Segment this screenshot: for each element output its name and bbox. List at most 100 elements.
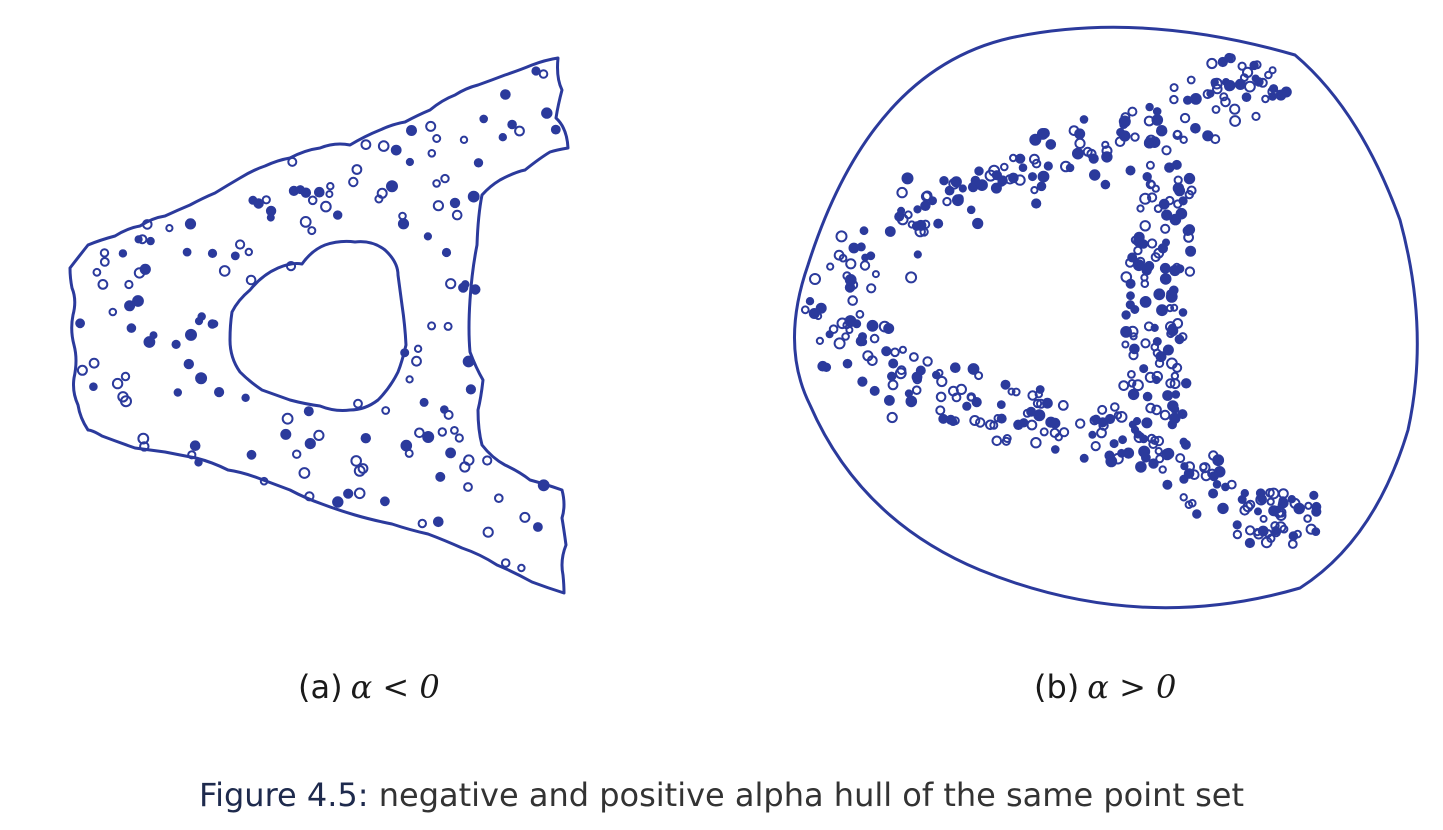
point-dot [417, 518, 427, 529]
point-dot [1088, 153, 1099, 164]
point-dot [962, 401, 972, 411]
point-dot [936, 375, 948, 388]
point-dot [1172, 262, 1182, 272]
point-dot [1220, 96, 1231, 108]
point-dot [1160, 223, 1171, 234]
point-dot [1208, 471, 1219, 482]
point-dot [817, 360, 828, 372]
point-dot [494, 493, 504, 504]
point-dot [1121, 340, 1130, 349]
point-dot [165, 224, 174, 233]
point-dot [281, 412, 294, 425]
point-dot [920, 200, 931, 212]
point-dot [214, 387, 225, 398]
point-dot [1242, 501, 1254, 513]
point-dot [1096, 427, 1107, 439]
point-dot [1169, 94, 1179, 105]
point-dot [1183, 95, 1193, 105]
point-set-b [800, 52, 1322, 549]
point-dot [1245, 525, 1256, 536]
point-dot [1275, 521, 1287, 533]
point-dot [906, 396, 916, 406]
point-dot [972, 217, 984, 230]
point-dot [1133, 245, 1143, 256]
point-dot [1152, 348, 1162, 358]
point-dot [441, 247, 452, 258]
point-dot [351, 164, 363, 175]
point-dot [1171, 390, 1181, 399]
point-dot [143, 336, 156, 348]
point-dot [353, 398, 363, 409]
point-dot [845, 258, 857, 270]
point-dot [423, 232, 432, 241]
point-dot [139, 441, 150, 452]
point-dot [1139, 192, 1152, 205]
point-dot [1175, 207, 1188, 220]
point-dot [171, 339, 181, 349]
point-dot [1117, 448, 1126, 458]
negative-alpha-hull-drawing [68, 56, 570, 595]
point-dot [1257, 77, 1268, 88]
point-set-a [75, 66, 561, 573]
point-dot [195, 372, 208, 385]
point-dot [405, 375, 414, 384]
point-dot [259, 476, 269, 486]
point-dot [1151, 370, 1163, 383]
point-dot [958, 184, 967, 193]
point-dot [990, 182, 1002, 194]
point-dot [1255, 493, 1267, 506]
point-dot [245, 274, 257, 286]
point-dot [1118, 435, 1128, 445]
point-dot [1251, 74, 1260, 83]
point-dot [1303, 514, 1312, 523]
point-dot [881, 346, 892, 357]
point-dot [1254, 507, 1262, 516]
point-dot [920, 219, 931, 230]
point-dot [1151, 184, 1160, 193]
point-dot [1013, 419, 1024, 430]
point-dot [1190, 93, 1202, 105]
point-dot [108, 307, 118, 317]
point-dot [1127, 370, 1136, 379]
point-dot [975, 417, 986, 428]
point-dot [507, 119, 517, 130]
point-dot [1165, 195, 1175, 206]
point-dot [1000, 379, 1011, 390]
point-dot [437, 427, 447, 437]
point-dot [866, 283, 877, 294]
point-dot [1030, 437, 1042, 449]
point-dot [905, 271, 918, 284]
point-dot [377, 140, 390, 152]
point-dot [1125, 165, 1136, 176]
point-dot [1129, 332, 1138, 341]
point-dot [866, 319, 879, 332]
point-dot [360, 139, 372, 151]
point-dot [443, 409, 454, 420]
point-dot [838, 253, 848, 263]
point-dot [920, 191, 932, 202]
point-dot [996, 400, 1006, 410]
point-dot [1147, 180, 1156, 189]
point-dot [1150, 252, 1161, 263]
point-dot [519, 511, 531, 523]
point-dot [1026, 419, 1038, 431]
point-dot [1172, 362, 1183, 373]
point-dot [1072, 147, 1084, 160]
point-dot [1199, 462, 1211, 474]
point-dot [1153, 204, 1163, 214]
point-dot [124, 279, 134, 290]
point-dot [173, 388, 183, 397]
point-dot [1226, 479, 1237, 490]
point-dot [901, 172, 914, 185]
point-dot [1158, 465, 1167, 474]
point-dot [1206, 89, 1215, 98]
point-dot [1142, 172, 1152, 182]
point-dot [360, 433, 371, 444]
point-dot [1145, 402, 1156, 414]
point-dot [1150, 435, 1160, 445]
point-dot [1011, 387, 1021, 397]
point-dot [1179, 112, 1191, 124]
point-dot [1045, 139, 1057, 150]
point-dot [1178, 308, 1188, 317]
point-dot [432, 134, 442, 143]
